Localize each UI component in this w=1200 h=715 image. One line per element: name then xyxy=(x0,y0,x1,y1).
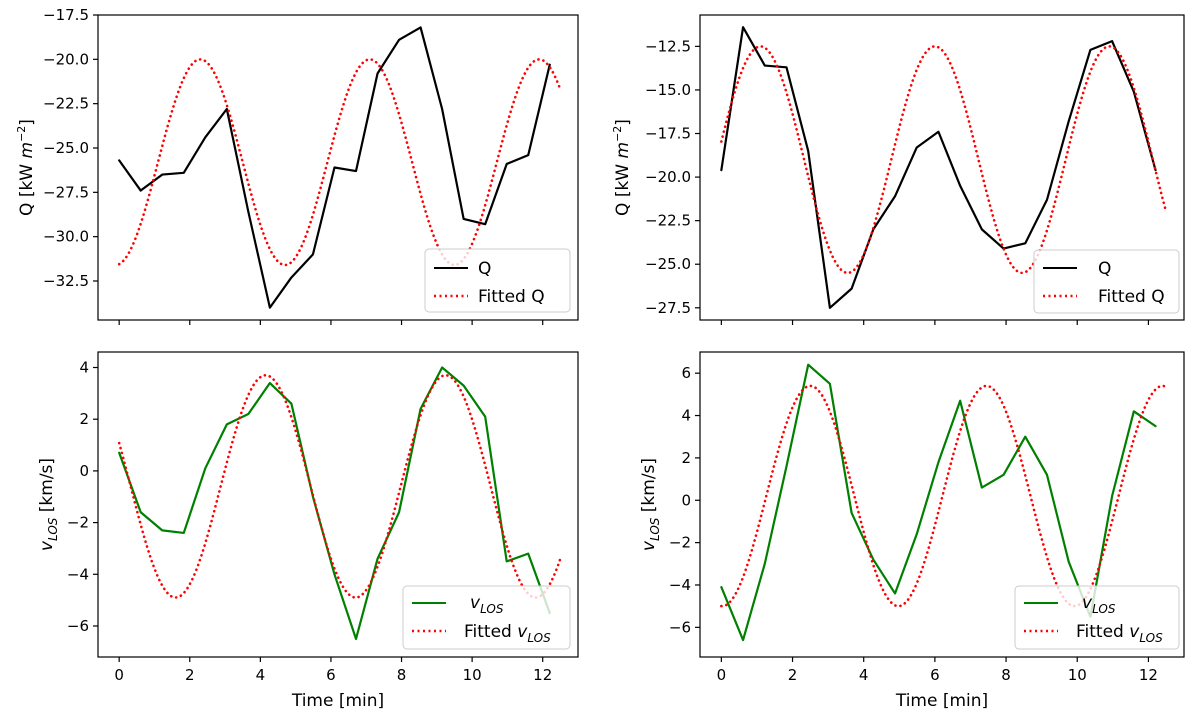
y-tick-label: −4 xyxy=(669,576,691,594)
legend: vLOS Fitted vLOS xyxy=(1014,585,1180,650)
y-tick-label: −2 xyxy=(669,534,691,552)
legend-label-vlos: vLOS xyxy=(1082,593,1116,616)
y-axis-label: vLOS [km/s] xyxy=(37,458,60,551)
y-axis-ticks: −6 −4 −2 0 2 4 xyxy=(67,359,98,635)
legend: Q Fitted Q xyxy=(1033,249,1180,314)
y-tick-label: −30.0 xyxy=(43,228,89,246)
x-tick-label: 12 xyxy=(1139,666,1158,684)
x-tick-label: 4 xyxy=(859,666,869,684)
series-line-v-los xyxy=(118,366,551,641)
y-tick-label: −20.0 xyxy=(645,168,691,186)
x-tick-label: 6 xyxy=(930,666,940,684)
series-line-fitted-v-los xyxy=(117,373,562,599)
y-tick-label: −15.0 xyxy=(645,81,691,99)
y-tick-label: −22.5 xyxy=(43,95,89,113)
y-tick-label: 6 xyxy=(681,364,691,382)
y-tick-label: −25.0 xyxy=(645,255,691,273)
x-tick-label: 2 xyxy=(788,666,798,684)
y-tick-label: −32.5 xyxy=(43,272,89,290)
y-tick-label: −20.0 xyxy=(43,50,89,68)
x-tick-label: 0 xyxy=(717,666,727,684)
y-tick-label: −12.5 xyxy=(645,37,691,55)
panel-bottom-left: −6 −4 −2 0 2 4 0 2 4 6 8 10 12 vLOS [km/s] Time [mi… xyxy=(37,351,579,711)
x-axis-label: Time [min] xyxy=(895,691,988,711)
y-tick-label: −2 xyxy=(67,514,89,532)
plot-frame xyxy=(97,351,579,658)
x-axis-ticks: 0 2 4 6 8 10 12 xyxy=(114,657,552,684)
y-tick-label: 4 xyxy=(79,359,89,377)
x-tick-label: 4 xyxy=(256,666,266,684)
panel-bottom-right: −6 −4 −2 0 2 4 6 0 2 4 6 8 10 12 vLOS [km/s] Time [m… xyxy=(639,351,1185,711)
x-tick-label: 6 xyxy=(326,666,336,684)
y-tick-label: −25.0 xyxy=(43,139,89,157)
y-axis-label: vLOS [km/s] xyxy=(639,458,662,551)
series-line-q xyxy=(720,26,1157,309)
x-tick-label: 10 xyxy=(463,666,482,684)
x-tick-label: 2 xyxy=(185,666,195,684)
legend-box xyxy=(402,585,571,650)
legend: Q Fitted Q xyxy=(424,248,571,313)
y-tick-label: −17.5 xyxy=(43,6,89,24)
series-line-fitted-q xyxy=(117,58,562,267)
y-tick-label: −27.5 xyxy=(645,299,691,317)
series-line-fitted-q xyxy=(720,45,1168,275)
y-tick-label: −6 xyxy=(67,617,89,635)
y-tick-label: 0 xyxy=(79,462,89,480)
x-axis-ticks xyxy=(720,320,1150,325)
legend-label-fitted-q: Fitted Q xyxy=(1098,287,1165,307)
y-tick-label: 2 xyxy=(79,410,89,428)
series-line-q xyxy=(118,26,551,309)
plot-frame xyxy=(97,14,579,321)
y-axis-ticks: −27.5 −25.0 −22.5 −20.0 −17.5 −15.0 −12.5 xyxy=(645,37,700,317)
x-tick-label: 8 xyxy=(1001,666,1011,684)
y-tick-label: −22.5 xyxy=(645,212,691,230)
legend-box xyxy=(1033,249,1180,314)
plot-area xyxy=(117,366,562,641)
y-tick-label: 0 xyxy=(681,491,691,509)
x-tick-label: 8 xyxy=(397,666,407,684)
legend-label-fitted-q: Fitted Q xyxy=(478,287,545,307)
legend-box xyxy=(424,248,571,313)
panel-top-right: −27.5 −25.0 −22.5 −20.0 −17.5 −15.0 −12.5 Q [k… xyxy=(611,14,1185,325)
plot-frame xyxy=(699,14,1185,321)
y-axis-ticks: −32.5 −30.0 −27.5 −25.0 −22.5 −20.0 −17.5 xyxy=(43,6,98,290)
plot-frame xyxy=(699,351,1185,658)
y-tick-label: −27.5 xyxy=(43,183,89,201)
x-axis-label: Time [min] xyxy=(291,691,384,711)
x-tick-label: 10 xyxy=(1068,666,1087,684)
x-tick-label: 0 xyxy=(114,666,124,684)
y-tick-label: 2 xyxy=(681,449,691,467)
y-tick-label: 4 xyxy=(681,407,691,425)
series-line-fitted-v-los xyxy=(720,384,1168,608)
legend-label-vlos: vLOS xyxy=(470,593,504,616)
y-axis-label: Q [kW m−2] xyxy=(611,119,633,216)
legend-box xyxy=(1014,585,1180,650)
y-axis-ticks: −6 −4 −2 0 2 4 6 xyxy=(669,364,700,636)
legend-label-q: Q xyxy=(1098,259,1111,279)
y-tick-label: −4 xyxy=(67,565,89,583)
x-axis-ticks xyxy=(118,320,544,325)
x-tick-label: 12 xyxy=(533,666,552,684)
panel-top-left: −32.5 −30.0 −27.5 −25.0 −22.5 −20.0 −17.5 Q [k… xyxy=(15,6,579,325)
plot-area xyxy=(720,26,1168,309)
plot-area xyxy=(117,26,562,309)
y-tick-label: −6 xyxy=(669,618,691,636)
y-tick-label: −17.5 xyxy=(645,125,691,143)
x-axis-ticks: 0 2 4 6 8 10 12 xyxy=(717,657,1158,684)
legend-label-q: Q xyxy=(478,259,491,279)
legend: vLOS Fitted vLOS xyxy=(402,585,571,650)
y-axis-label: Q [kW m−2] xyxy=(15,119,37,216)
